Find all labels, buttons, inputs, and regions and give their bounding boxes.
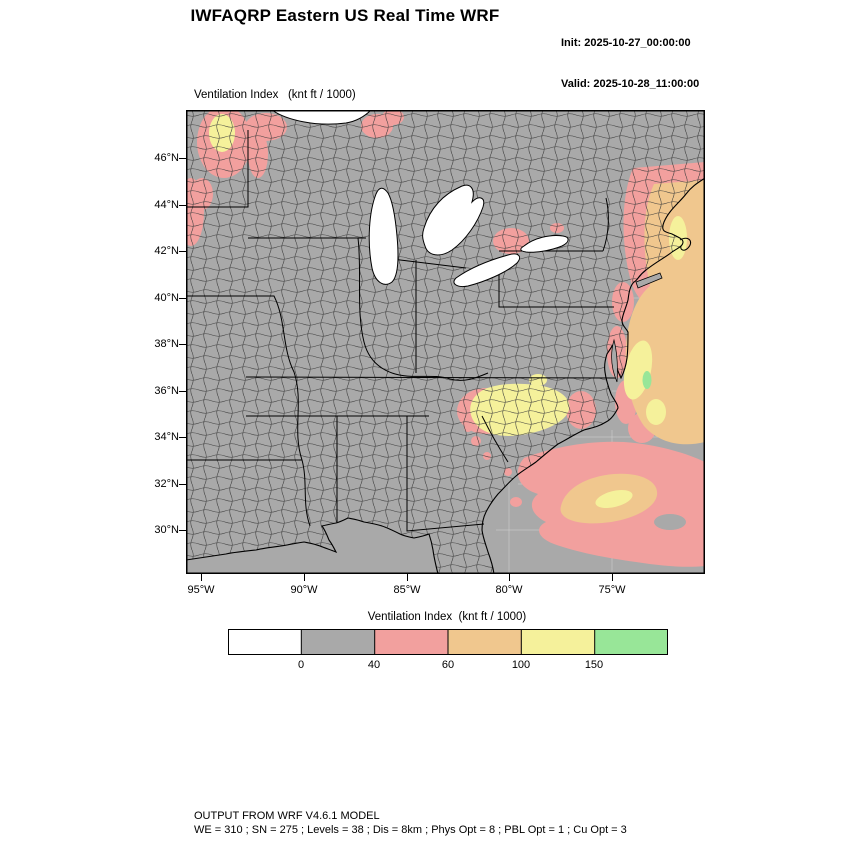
field-label: Ventilation Index (knt ft / 1000) — [194, 89, 356, 101]
lat-tick-label: 38°N — [154, 338, 179, 350]
plot-title: IWFAQRP Eastern US Real Time WRF — [190, 6, 500, 25]
footer-config-line: WE = 310 ; SN = 275 ; Levels = 38 ; Dis … — [194, 824, 627, 836]
lat-tick-mark — [179, 205, 186, 206]
lake-erie — [453, 253, 521, 287]
footer-model-line: OUTPUT FROM WRF V4.6.1 MODEL — [194, 810, 380, 822]
colorbar-svg — [228, 629, 668, 655]
lon-tick-label: 85°W — [393, 584, 421, 596]
lake-ontario — [520, 235, 569, 253]
lat-tick-label: 46°N — [154, 152, 179, 164]
colorbar-segment — [521, 629, 595, 655]
colorbar-tick-label: 100 — [511, 659, 531, 671]
colorbar-segment — [594, 629, 668, 655]
colorbar-segment — [374, 629, 449, 655]
lake-michigan — [368, 187, 399, 285]
colorbar-label: Ventilation Index (knt ft / 1000) — [367, 611, 527, 623]
colorbar-tick-label: 0 — [297, 659, 305, 671]
lon-tick-label: 90°W — [290, 584, 318, 596]
lake-huron — [422, 184, 485, 256]
colorbar-segment — [301, 629, 375, 655]
footer: OUTPUT FROM WRF V4.6.1 MODEL WE = 310 ; … — [194, 809, 627, 837]
lon-tick-mark — [201, 574, 202, 581]
lat-tick-label: 30°N — [154, 524, 179, 536]
lat-tick-label: 32°N — [154, 478, 179, 490]
lat-tick-mark — [179, 251, 186, 252]
lat-tick-mark — [179, 158, 186, 159]
lat-tick-mark — [179, 391, 186, 392]
lake-superior — [271, 110, 372, 125]
lat-tick-label: 34°N — [154, 431, 179, 443]
lat-tick-mark — [179, 344, 186, 345]
land-county-lines — [186, 110, 705, 574]
valid-time: Valid: 2025-10-28_11:00:00 — [561, 77, 700, 90]
lon-tick-mark — [304, 574, 305, 581]
lat-tick-label: 42°N — [154, 245, 179, 257]
colorbar-tick-label: 150 — [584, 659, 604, 671]
lon-tick-mark — [509, 574, 510, 581]
lon-tick-mark — [407, 574, 408, 581]
lon-tick-label: 75°W — [598, 584, 626, 596]
lon-tick-mark — [612, 574, 613, 581]
lat-tick-label: 44°N — [154, 199, 179, 211]
colorbar-tick-label: 40 — [367, 659, 381, 671]
chesapeake-bay — [611, 338, 618, 383]
vi-gray-notch — [654, 514, 686, 530]
run-times: Init: 2025-10-27_00:00:00 Valid: 2025-10… — [561, 10, 699, 118]
colorbar-dividers — [300, 629, 596, 655]
long-island — [635, 272, 663, 289]
lat-tick-mark — [179, 437, 186, 438]
lon-tick-label: 95°W — [187, 584, 215, 596]
map-figure — [186, 110, 705, 574]
colorbar-border — [228, 629, 668, 655]
great-lakes — [271, 110, 569, 287]
colorbar — [228, 629, 668, 655]
lat-tick-mark — [179, 530, 186, 531]
lon-tick-label: 80°W — [495, 584, 523, 596]
colorbar-segment — [448, 629, 522, 655]
lat-tick-mark — [179, 484, 186, 485]
wrf-map-svg — [186, 110, 705, 574]
cape-cod-hook — [679, 237, 692, 251]
vi-green-region — [642, 371, 652, 389]
state-borders — [186, 130, 617, 532]
init-time: Init: 2025-10-27_00:00:00 — [561, 37, 691, 49]
colorbar-segment — [228, 629, 302, 655]
colorbar-tick-label: 60 — [441, 659, 455, 671]
map-frame-border — [186, 110, 705, 574]
lat-tick-label: 36°N — [154, 385, 179, 397]
lat-tick-mark — [179, 298, 186, 299]
lat-tick-label: 40°N — [154, 292, 179, 304]
